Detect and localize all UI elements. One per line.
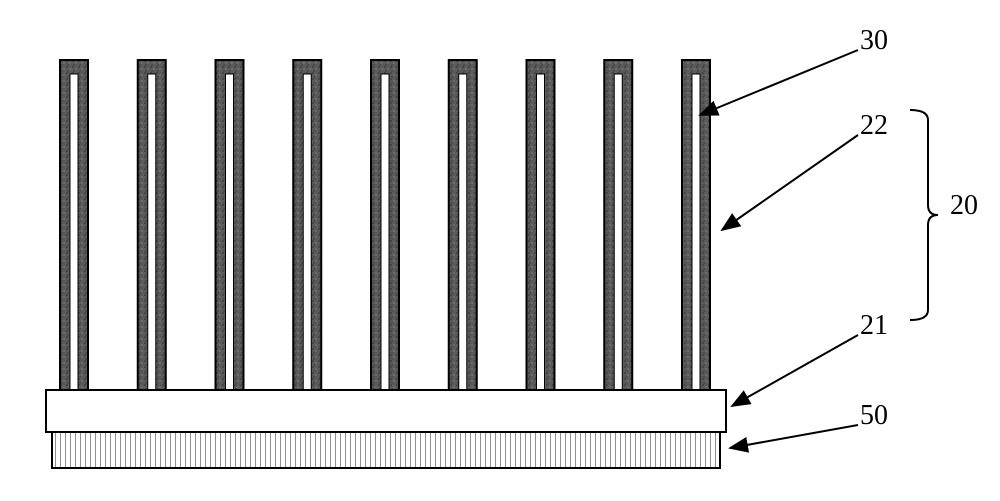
bracket-20 (0, 0, 1000, 501)
diagram-container: 30 22 20 21 50 (0, 0, 1000, 501)
bracket-path (910, 110, 938, 320)
